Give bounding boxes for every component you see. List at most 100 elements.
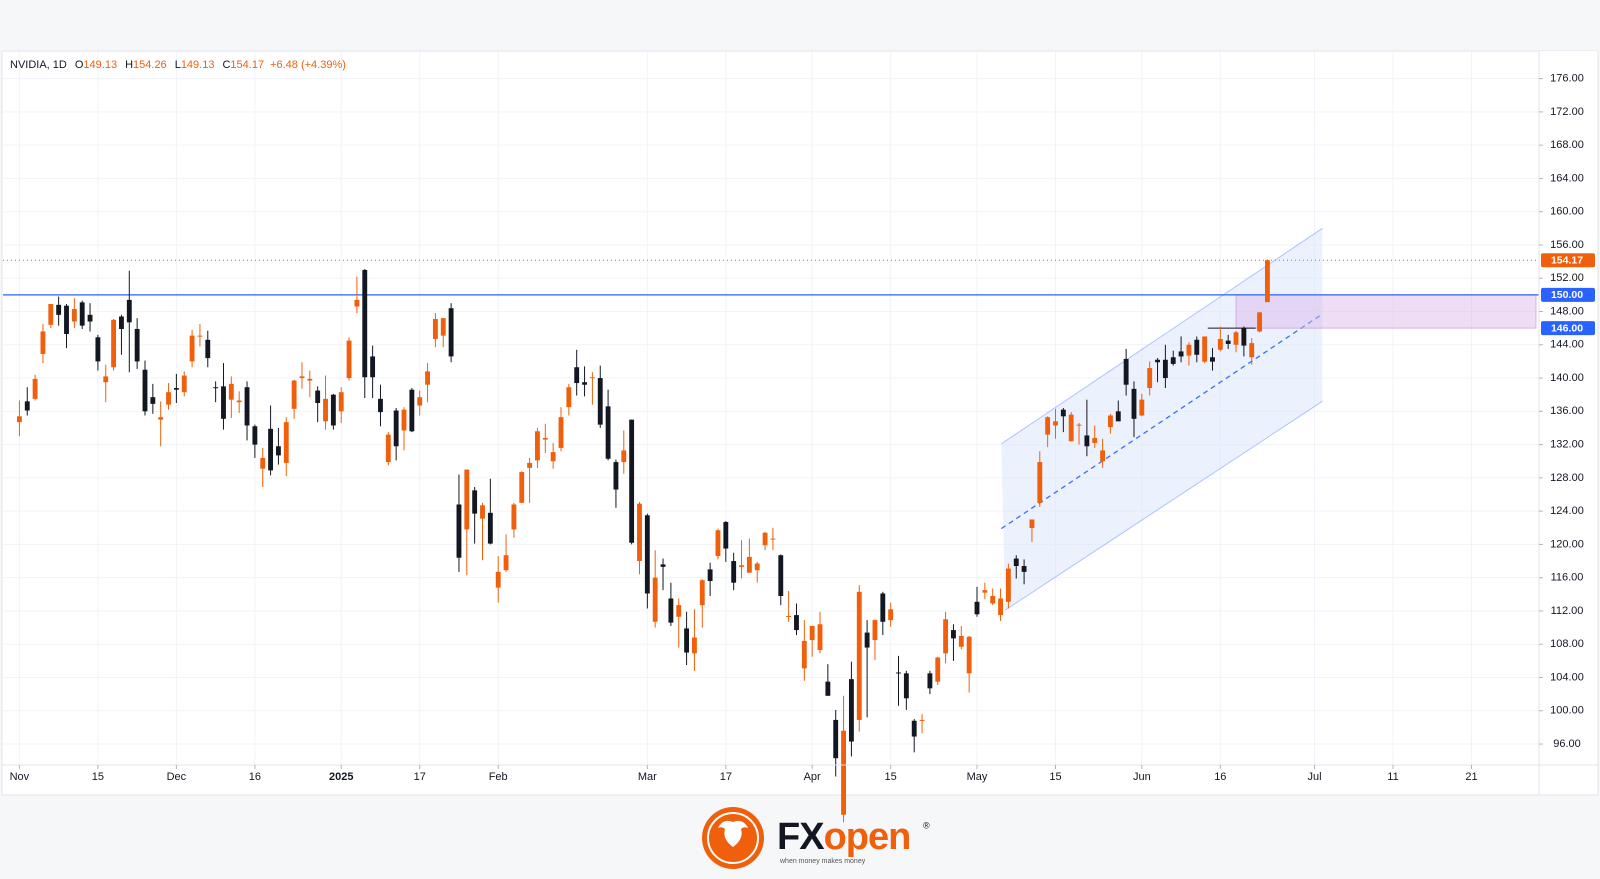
candle-body xyxy=(801,640,807,669)
y-tick-label: 112.00 xyxy=(1551,605,1584,617)
candle-body xyxy=(32,378,38,399)
legend-key: H xyxy=(125,59,133,71)
legend-key: C xyxy=(222,59,230,71)
candle-body xyxy=(896,672,901,674)
y-axis-panel xyxy=(1539,51,1597,765)
candle-body xyxy=(739,565,744,567)
candle-body xyxy=(927,673,933,689)
candle-body xyxy=(982,590,988,593)
legend-value: 154.26 xyxy=(133,59,167,71)
candle-body xyxy=(456,504,462,558)
candle-body xyxy=(495,571,501,588)
candle-body xyxy=(370,356,376,378)
x-tick-label: Dec xyxy=(167,771,187,783)
candle-body xyxy=(480,505,485,519)
y-tick-label: 108.00 xyxy=(1550,638,1584,650)
candle-body xyxy=(472,490,478,514)
y-tick-label: 148.00 xyxy=(1550,305,1584,317)
x-tick-label: 17 xyxy=(414,771,426,783)
candle-body xyxy=(126,299,132,323)
legend-symbol: NVIDIA, 1D xyxy=(10,59,67,71)
candle-body xyxy=(644,515,650,594)
y-tick-label: 124.00 xyxy=(1550,505,1584,517)
candle-body xyxy=(1108,415,1113,428)
candle-body xyxy=(1100,450,1106,462)
y-tick-label: 172.00 xyxy=(1550,106,1584,118)
candle-body xyxy=(652,577,658,622)
logo: FXopen ® when money makes money xyxy=(702,807,930,869)
logo-ring xyxy=(707,812,759,864)
candle-body xyxy=(511,504,517,530)
channel-middle xyxy=(1000,313,1323,530)
candle-body xyxy=(966,636,972,674)
x-tick-label: 17 xyxy=(720,771,732,783)
candle-body xyxy=(605,406,611,459)
x-tick-label: 15 xyxy=(92,771,104,783)
candle-body xyxy=(244,387,250,426)
candle-body xyxy=(974,601,980,615)
candle-body xyxy=(1186,344,1192,356)
legend-key: O xyxy=(75,59,84,71)
candle-body xyxy=(103,376,109,383)
candle-body xyxy=(1147,368,1153,389)
candle-body xyxy=(385,434,391,463)
logo-wordmark: FXopen xyxy=(777,816,910,858)
candle-body xyxy=(817,624,823,651)
candle-body xyxy=(1257,312,1263,332)
candle-body xyxy=(150,397,156,404)
candle-body xyxy=(56,304,62,315)
candle-body xyxy=(338,392,344,412)
candle-body xyxy=(79,302,85,326)
candle-body xyxy=(24,401,30,411)
x-tick-label: 11 xyxy=(1387,771,1398,783)
x-tick-label: Jul xyxy=(1307,771,1321,783)
x-tick-label: 16 xyxy=(1214,771,1226,783)
candle-body xyxy=(935,657,941,682)
candle-body xyxy=(158,417,164,420)
candle-body xyxy=(64,305,69,334)
candle-body xyxy=(315,390,321,404)
price-tag xyxy=(1541,253,1595,268)
candle-body xyxy=(409,389,415,432)
price-tag-label: 146.00 xyxy=(1551,322,1583,334)
candle-body xyxy=(715,530,721,557)
candle-body xyxy=(911,720,917,737)
y-tick-label: 104.00 xyxy=(1550,671,1584,683)
candle-body xyxy=(346,340,352,379)
candle-body xyxy=(566,387,572,408)
candle-body xyxy=(417,397,423,406)
logo-fx: FX xyxy=(777,816,825,858)
logo-registered: ® xyxy=(923,820,930,830)
candle-body xyxy=(691,637,697,654)
candle-body xyxy=(770,538,776,540)
y-tick-label: 152.00 xyxy=(1550,272,1584,284)
y-tick-label: 164.00 xyxy=(1550,172,1584,184)
candle-body xyxy=(323,398,328,422)
x-tick-label: May xyxy=(967,771,988,783)
candle-body xyxy=(1217,338,1223,350)
candle-body xyxy=(872,620,878,641)
price-tag-label: 154.17 xyxy=(1551,254,1583,266)
candle-body xyxy=(173,388,179,390)
candle-body xyxy=(189,335,195,362)
y-tick-label: 132.00 xyxy=(1550,439,1584,451)
x-tick-label: Jun xyxy=(1133,771,1151,783)
legend-change: +6.48 (+4.39%) xyxy=(270,59,346,71)
candle-body xyxy=(629,419,635,543)
candle-body xyxy=(684,628,690,653)
candle-body xyxy=(275,446,281,456)
channel-fill xyxy=(1001,228,1323,611)
y-tick-label: 168.00 xyxy=(1550,139,1584,151)
candle-body xyxy=(1170,357,1176,364)
candle-body xyxy=(487,512,493,544)
candle-body xyxy=(228,383,234,400)
candle-body xyxy=(864,632,870,648)
candle-body xyxy=(519,472,525,503)
candle-body xyxy=(291,380,297,409)
candle-body xyxy=(1155,359,1160,363)
candle-body xyxy=(1123,358,1129,385)
legend-value: 149.13 xyxy=(83,59,117,71)
candle-body xyxy=(307,378,313,381)
candle-body xyxy=(535,431,540,461)
